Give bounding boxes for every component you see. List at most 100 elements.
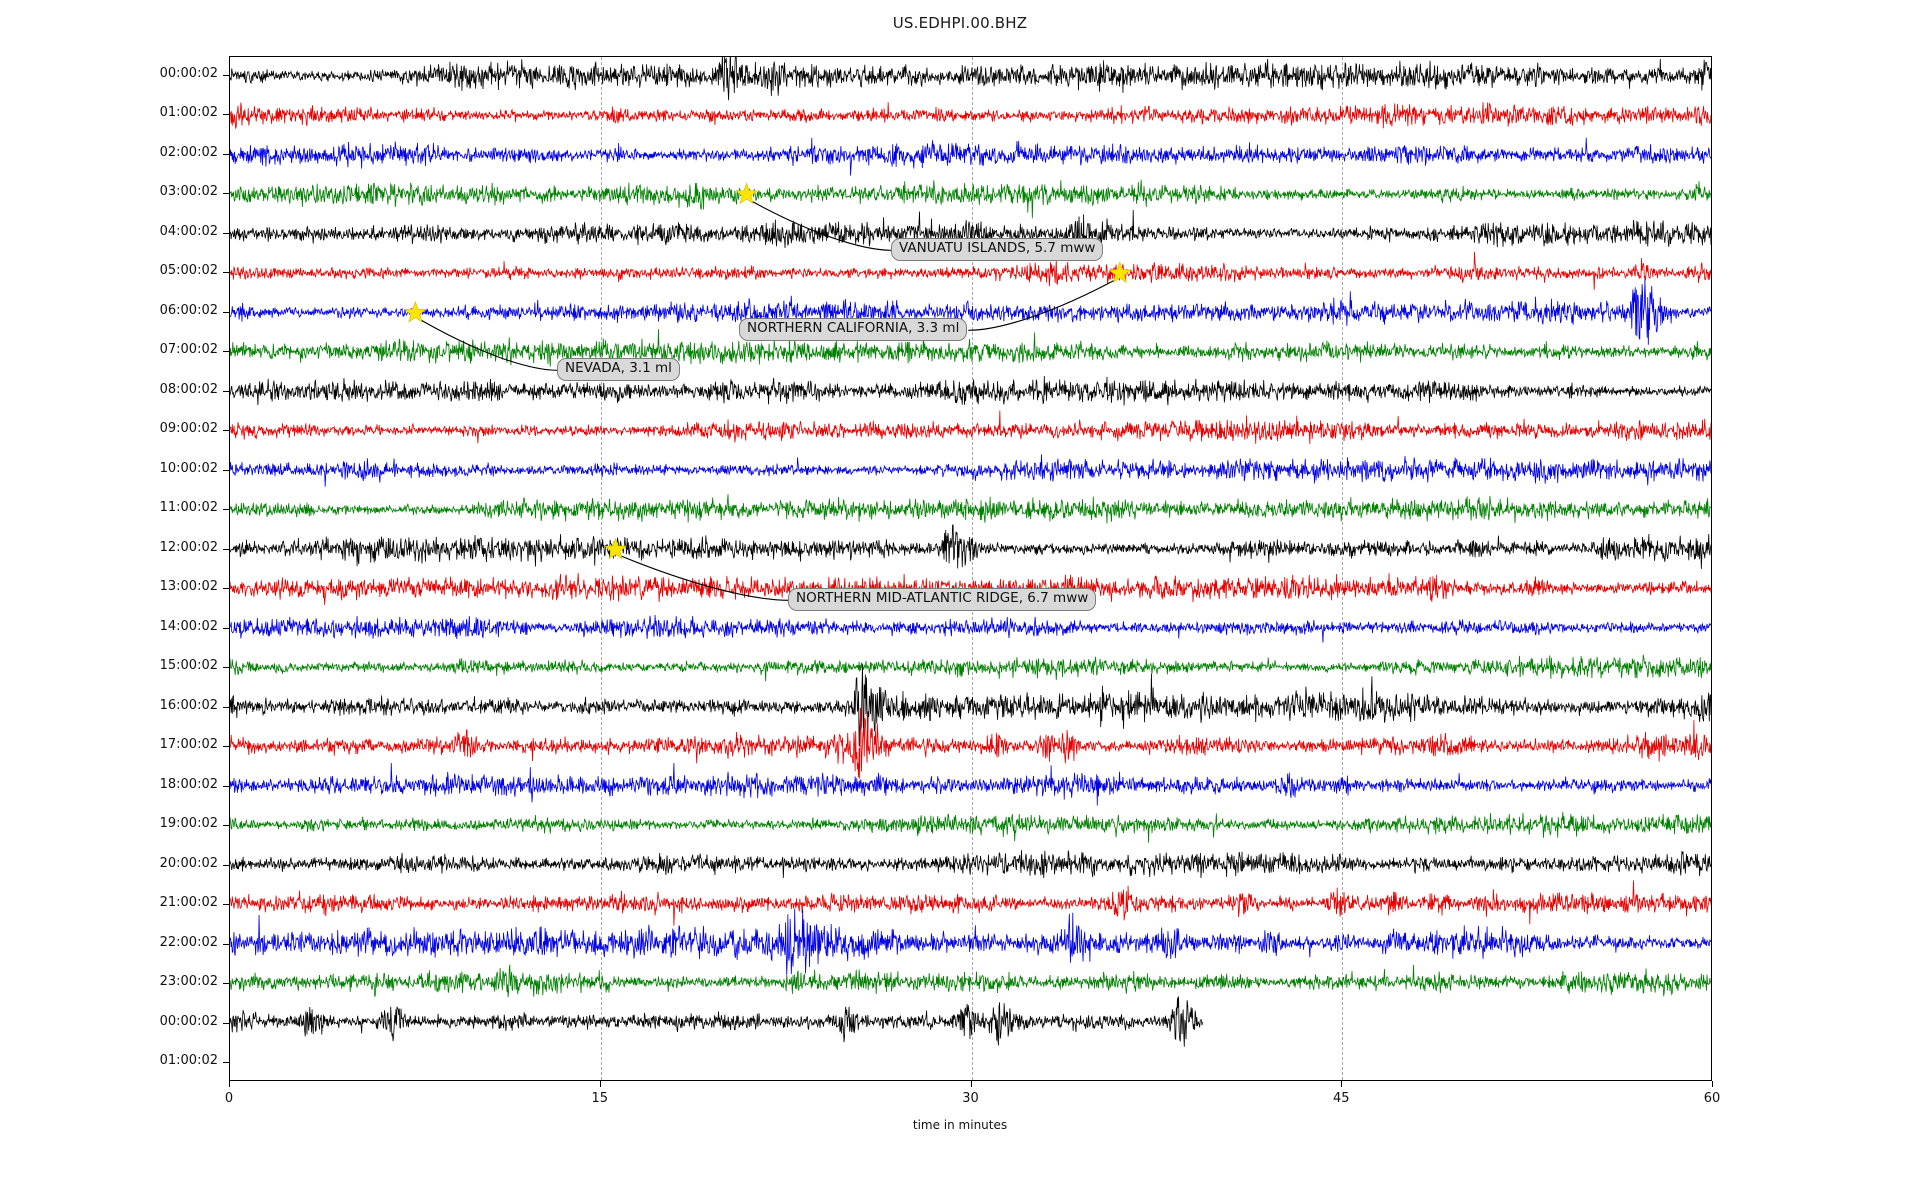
trace-row-23	[230, 964, 1711, 998]
x-tick-mark-30	[970, 1081, 972, 1087]
page-title: US.EDHPI.00.BHZ	[892, 14, 1028, 32]
event-label-northern-california[interactable]: NORTHERN CALIFORNIA, 3.3 ml	[739, 318, 968, 341]
trace-row-11	[230, 494, 1711, 524]
y-tick-label-9: 09:00:02	[159, 421, 218, 437]
y-tick-mark-9	[223, 430, 229, 432]
leader-line-vanuatu-islands	[746, 197, 893, 251]
y-tick-mark-20	[223, 864, 229, 866]
y-tick-mark-0	[223, 75, 229, 76]
y-tick-mark-19	[223, 825, 229, 827]
y-tick-mark-18	[223, 785, 229, 787]
y-tick-label-2: 02:00:02	[159, 144, 218, 160]
y-tick-label-12: 12:00:02	[159, 539, 218, 555]
trace-row-18	[230, 762, 1711, 806]
y-tick-mark-13	[223, 588, 229, 590]
gridline-x-30	[971, 57, 973, 1080]
y-tick-label-18: 18:00:02	[159, 776, 218, 792]
trace-row-6	[230, 279, 1711, 345]
y-tick-mark-7	[223, 351, 229, 353]
x-tick-mark-45	[1341, 1081, 1343, 1087]
x-tick-label-15: 15	[591, 1091, 609, 1106]
y-tick-label-3: 03:00:02	[159, 184, 218, 200]
gridline-x-45	[1342, 57, 1344, 1080]
x-tick-mark-15	[599, 1081, 601, 1087]
y-tick-label-13: 13:00:02	[159, 579, 218, 595]
y-tick-label-24: 00:00:02	[159, 1013, 218, 1029]
plot-area	[229, 56, 1712, 1081]
seismic-traces	[230, 57, 1711, 1047]
y-tick-mark-4	[223, 232, 229, 234]
y-tick-mark-10	[223, 469, 229, 471]
y-tick-label-25: 01:00:02	[159, 1053, 218, 1068]
y-tick-label-4: 04:00:02	[159, 223, 218, 239]
y-tick-mark-14	[223, 627, 229, 629]
y-tick-mark-5	[223, 272, 229, 274]
trace-row-7	[230, 327, 1711, 367]
y-tick-label-6: 06:00:02	[159, 302, 218, 318]
star-icon-northern-mid-atlantic-ridge	[604, 537, 627, 560]
x-tick-mark-0	[229, 1081, 230, 1087]
y-tick-mark-22	[223, 943, 229, 945]
leader-line-northern-mid-atlantic-ridge	[615, 553, 790, 601]
star-icon-northern-california	[1108, 261, 1132, 284]
trace-row-9	[230, 410, 1711, 444]
y-tick-mark-12	[223, 548, 229, 550]
trace-row-21	[230, 880, 1711, 926]
trace-row-17	[230, 707, 1711, 779]
x-tick-label-0: 0	[224, 1091, 234, 1106]
y-tick-label-17: 17:00:02	[159, 737, 218, 753]
star-icon-vanuatu-islands	[735, 182, 758, 205]
y-tick-label-23: 23:00:02	[159, 974, 218, 990]
y-tick-mark-17	[223, 746, 229, 748]
y-tick-mark-8	[223, 390, 229, 392]
event-label-vanuatu-islands[interactable]: VANUATU ISLANDS, 5.7 mww	[891, 238, 1104, 261]
leader-line-nevada	[415, 316, 559, 371]
y-tick-label-15: 15:00:02	[159, 658, 218, 674]
trace-row-10	[230, 454, 1711, 487]
trace-row-24	[230, 996, 1203, 1047]
y-tick-mark-23	[223, 983, 229, 985]
y-tick-label-20: 20:00:02	[159, 855, 218, 871]
trace-row-3	[230, 179, 1711, 219]
y-tick-mark-3	[223, 193, 229, 195]
y-tick-mark-1	[223, 114, 229, 116]
trace-row-16	[230, 663, 1711, 747]
trace-row-1	[230, 102, 1711, 129]
y-tick-label-8: 08:00:02	[159, 381, 218, 397]
x-tick-label-45: 45	[1332, 1091, 1350, 1106]
y-tick-mark-21	[223, 904, 229, 906]
y-tick-label-0: 00:00:02	[159, 66, 218, 81]
gridline-x-15	[600, 57, 602, 1080]
y-tick-mark-15	[223, 667, 229, 669]
x-tick-label-30: 30	[962, 1091, 979, 1106]
y-tick-mark-25	[223, 1062, 229, 1063]
y-tick-mark-11	[223, 509, 229, 511]
y-tick-label-14: 14:00:02	[159, 618, 218, 634]
y-tick-mark-2	[223, 153, 229, 155]
y-tick-label-7: 07:00:02	[159, 342, 218, 358]
y-tick-mark-16	[223, 706, 229, 708]
trace-row-8	[230, 375, 1711, 406]
y-tick-label-16: 16:00:02	[159, 697, 218, 713]
y-tick-label-19: 19:00:02	[159, 816, 218, 832]
trace-row-19	[230, 811, 1711, 843]
trace-row-14	[230, 615, 1711, 643]
x-axis-label: time in minutes	[912, 1118, 1008, 1132]
x-tick-label-60: 60	[1703, 1091, 1721, 1106]
trace-row-22	[230, 908, 1711, 975]
y-tick-mark-24	[223, 1022, 229, 1024]
trace-row-0	[230, 57, 1711, 101]
y-tick-label-22: 22:00:02	[159, 934, 218, 950]
y-tick-label-11: 11:00:02	[159, 500, 218, 516]
trace-row-12	[230, 524, 1711, 569]
event-label-northern-mid-atlantic-ridge[interactable]: NORTHERN MID-ATLANTIC RIDGE, 6.7 mww	[788, 588, 1097, 611]
y-tick-label-21: 21:00:02	[159, 895, 218, 911]
trace-row-2	[230, 137, 1711, 176]
event-label-nevada[interactable]: NEVADA, 3.1 ml	[557, 358, 680, 381]
leader-line-northern-california	[968, 276, 1121, 331]
y-tick-mark-6	[223, 311, 229, 313]
y-tick-label-10: 10:00:02	[159, 460, 218, 476]
y-tick-label-1: 01:00:02	[159, 105, 218, 121]
y-tick-label-5: 05:00:02	[159, 263, 218, 279]
